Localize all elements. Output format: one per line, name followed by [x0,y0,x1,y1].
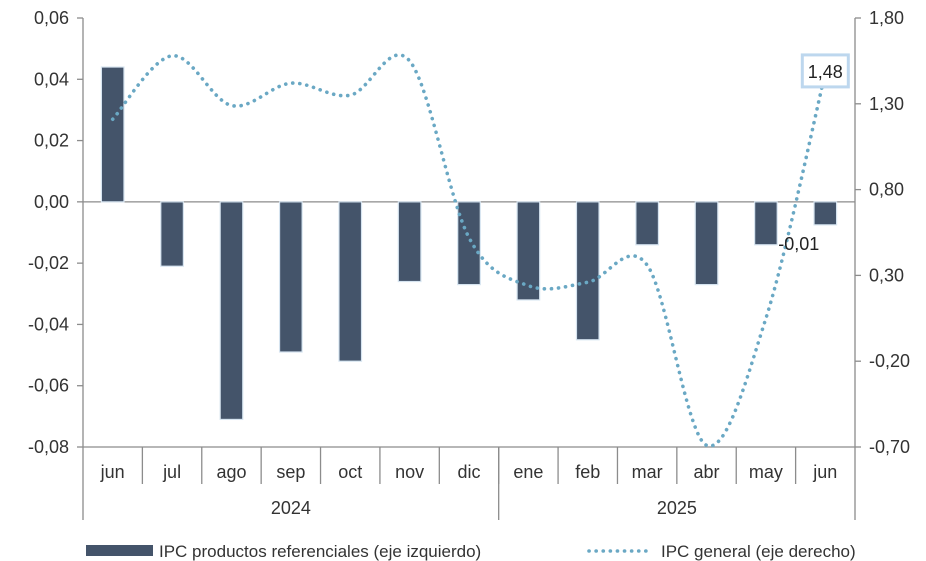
left-axis-tick-label: -0,08 [28,437,69,457]
bar [160,201,184,267]
bar [813,201,838,226]
left-axis-tick-label: 0,04 [34,69,69,89]
legend-swatch-bar [86,545,153,556]
group-label: 2025 [657,498,697,518]
left-axis-tick-label: 0,02 [34,131,69,151]
bar [694,201,719,286]
right-axis-tick-label: 0,30 [869,265,904,285]
legend-label: IPC general (eje derecho) [661,542,856,561]
bar [516,201,541,301]
right-axis-tick-label: 1,80 [869,8,904,28]
right-axis-tick-label: -0,70 [869,437,910,457]
series-line [110,53,828,448]
category-tick-label: may [749,462,783,482]
data-label: -0,01 [778,234,819,254]
category-tick-label: nov [395,462,424,482]
category-tick-label: jun [100,462,125,482]
bars-layer [100,66,838,421]
right-axis-tick-label: -0,20 [869,351,910,371]
category-tick-label: abr [694,462,720,482]
category-tick-label: sep [276,462,305,482]
category-tick-label: ene [513,462,543,482]
category-tick-label: ago [216,462,246,482]
left-axis-tick-label: 0,00 [34,192,69,212]
category-tick-label: feb [575,462,600,482]
category-tick-label: dic [457,462,480,482]
group-label: 2024 [271,498,311,518]
left-axis-tick-label: -0,04 [28,314,69,334]
data-label-box [800,53,850,89]
axes-layer: 0,06 0,04 0,02 0,00 -0,02 -0,04 -0,06 -0,08 1,80… [28,8,910,520]
bar [338,201,363,362]
bar [397,201,422,283]
bar [278,201,303,353]
bar [754,201,778,246]
category-tick-label: oct [338,462,362,482]
bar [635,201,660,246]
data-label: 1,48 [808,62,843,82]
left-axis-tick-label: 0,06 [34,8,69,28]
left-axis-tick-label: -0,06 [28,376,69,396]
bar [457,201,481,286]
right-axis-tick-label: 0,80 [869,180,904,200]
category-tick-label: mar [632,462,663,482]
legend: IPC productos referenciales (eje izquier… [86,542,856,561]
category-tick-label: jun [812,462,837,482]
labels-layer: 1,48 -0,01 [778,53,850,254]
bar [575,201,600,341]
bar [100,66,125,203]
left-axis-tick-label: -0,02 [28,253,69,273]
right-axis-tick-label: 1,30 [869,94,904,114]
category-tick-label: jul [162,462,181,482]
line-layer [110,53,828,448]
legend-label: IPC productos referenciales (eje izquier… [159,542,481,561]
bar [219,201,244,421]
